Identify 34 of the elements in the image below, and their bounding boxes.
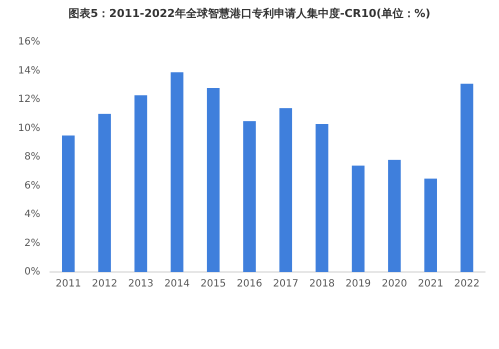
y-tick-label: 6% <box>24 180 40 192</box>
bar <box>134 95 148 272</box>
bar <box>352 166 365 272</box>
bar <box>206 88 220 272</box>
x-tick-label: 2022 <box>454 278 480 290</box>
y-tick-label: 16% <box>18 36 40 48</box>
bar <box>243 121 256 272</box>
y-tick-label: 8% <box>24 152 40 163</box>
y-tick-label: 12% <box>18 94 40 106</box>
x-tick-label: 2018 <box>309 278 335 290</box>
bar <box>98 114 111 272</box>
y-tick-label: 4% <box>24 209 40 220</box>
x-tick-label: 2012 <box>92 278 118 290</box>
x-tick-label: 2017 <box>273 278 298 290</box>
x-tick-label: 2020 <box>382 278 408 290</box>
bar <box>388 160 401 272</box>
x-tick-label: 2016 <box>236 278 262 290</box>
chart-title: 图表5：2011-2022年全球智慧港口专利申请人集中度-CR10(单位：%) <box>68 6 432 21</box>
y-tick-label: 14% <box>18 65 40 76</box>
x-tick-label: 2011 <box>56 278 82 290</box>
y-tick-label: 2% <box>24 238 40 249</box>
y-tick-label: 0% <box>24 266 40 278</box>
x-tick-label: 2014 <box>164 278 190 290</box>
bar <box>424 178 437 272</box>
y-tick-label: 10% <box>18 122 40 134</box>
bar <box>170 72 184 272</box>
x-tick-label: 2015 <box>200 278 226 290</box>
x-tick-label: 2013 <box>128 278 154 290</box>
x-tick-label: 2021 <box>418 278 444 290</box>
bar <box>62 135 75 272</box>
bar <box>279 108 292 272</box>
bar <box>460 84 474 272</box>
bar <box>316 124 328 272</box>
x-tick-label: 2019 <box>345 278 371 290</box>
